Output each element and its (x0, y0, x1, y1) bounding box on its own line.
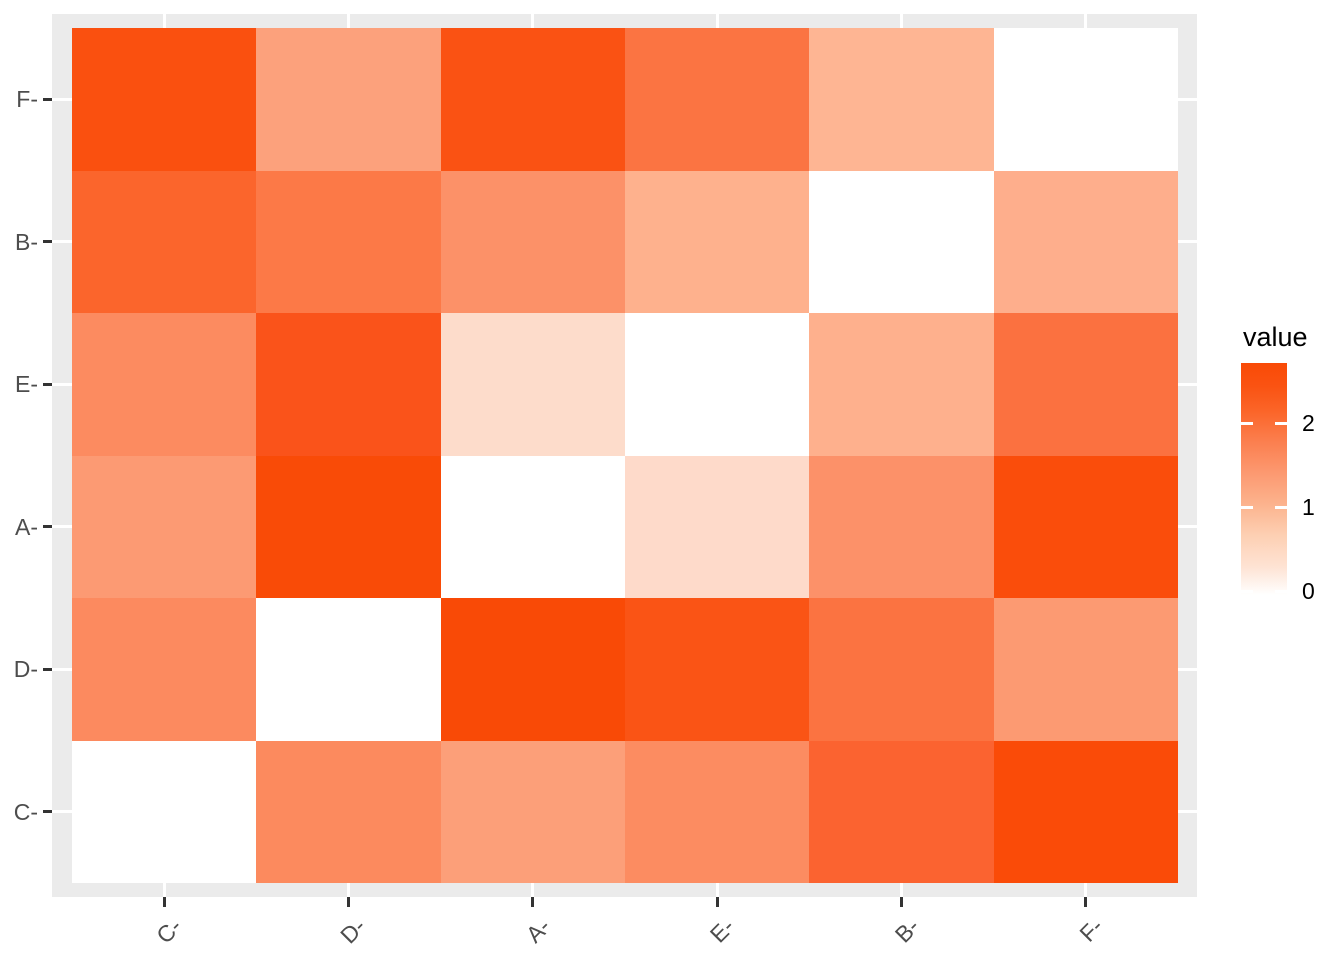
legend-tick (1241, 505, 1253, 509)
x-axis-tick (1084, 897, 1088, 907)
heatmap-cell (440, 170, 625, 313)
heatmap-cell (809, 170, 994, 313)
x-axis-tick (162, 897, 166, 907)
x-axis-label: A- (520, 913, 556, 948)
y-axis-tick (43, 382, 52, 386)
heatmap-cell (440, 313, 625, 456)
x-axis-tick (715, 897, 719, 907)
heatmap-cell (809, 598, 994, 741)
panel-gridline (1178, 810, 1197, 814)
x-axis-tick (347, 897, 350, 907)
heatmap-cell (72, 740, 257, 883)
y-axis-label: F- (16, 86, 38, 113)
panel-gridline (52, 97, 72, 101)
legend-colorbar (1241, 363, 1287, 595)
x-axis-label: D- (335, 913, 371, 949)
panel-gridline (1178, 240, 1197, 244)
x-axis-label: F- (1074, 913, 1109, 947)
legend-tick (1275, 421, 1287, 425)
legend-tick-label: 2 (1302, 410, 1315, 436)
heatmap-cell (440, 740, 625, 883)
panel-gridline (900, 14, 903, 28)
heatmap-cell (624, 455, 810, 598)
y-axis-label: C- (13, 798, 38, 825)
heatmap-cell (809, 455, 994, 598)
heatmap-cell (624, 598, 810, 741)
heatmap-cell (809, 28, 994, 171)
x-axis-tick (531, 897, 535, 907)
panel-gridline (1178, 97, 1197, 101)
panel-gridline (715, 883, 719, 897)
y-axis-label: B- (15, 228, 38, 255)
heatmap-cell (624, 740, 810, 883)
panel-gridline (162, 883, 166, 897)
panel-gridline (1084, 883, 1088, 897)
heatmap-cell (809, 313, 994, 456)
legend-tick-label: 1 (1302, 494, 1315, 520)
heatmap-cell (440, 455, 625, 598)
y-axis-label: E- (15, 371, 38, 398)
panel-gridline (52, 810, 72, 814)
panel-gridline (1178, 382, 1197, 386)
heatmap-cell (993, 740, 1178, 883)
panel-gridline (531, 14, 535, 28)
heatmap-cell (256, 313, 441, 456)
legend-tick (1241, 421, 1253, 425)
x-axis-label: B- (889, 913, 924, 948)
heatmap-cell (993, 28, 1178, 171)
heatmap-cell (72, 455, 257, 598)
y-axis-label: A- (15, 513, 38, 540)
y-axis-tick (43, 97, 52, 101)
heatmap-cell (72, 313, 257, 456)
legend-tick-label: 0 (1302, 578, 1315, 604)
legend-tick (1275, 505, 1287, 509)
panel-gridline (52, 240, 72, 244)
panel-gridline (900, 883, 903, 897)
x-axis-label: C- (151, 913, 187, 949)
heatmap-cell (993, 598, 1178, 741)
panel-gridline (52, 667, 72, 671)
panel-gridline (347, 883, 350, 897)
x-axis-label: E- (704, 913, 740, 948)
heatmap-grid (72, 28, 1178, 883)
heatmap-cell (624, 313, 810, 456)
heatmap-cell (440, 598, 625, 741)
heatmap-cell (256, 455, 441, 598)
heatmap-cell (993, 455, 1178, 598)
y-axis-tick (43, 240, 52, 244)
legend-tick (1241, 589, 1253, 593)
heatmap-cell (256, 170, 441, 313)
panel-gridline (162, 14, 166, 28)
heatmap-cell (72, 28, 257, 171)
legend-tick (1275, 589, 1287, 593)
heatmap-cell (624, 28, 810, 171)
heatmap-cell (72, 598, 257, 741)
panel-gridline (1178, 667, 1197, 671)
y-axis-tick (43, 810, 52, 814)
heatmap-cell (440, 28, 625, 171)
y-axis-label: D- (13, 656, 38, 683)
panel-gridline (715, 14, 719, 28)
y-axis-tick (43, 667, 52, 671)
panel-gridline (1178, 525, 1197, 529)
heatmap-cell (256, 740, 441, 883)
heatmap-cell (256, 28, 441, 171)
panel-gridline (531, 883, 535, 897)
panel-gridline (1084, 14, 1088, 28)
heatmap-cell (72, 170, 257, 313)
x-axis-tick (900, 897, 903, 907)
heatmap-cell (256, 598, 441, 741)
heatmap-cell (809, 740, 994, 883)
heatmap-cell (624, 170, 810, 313)
panel-gridline (347, 14, 350, 28)
legend-title: value (1243, 322, 1308, 352)
heatmap-cell (993, 170, 1178, 313)
y-axis-tick (43, 525, 52, 529)
panel-gridline (52, 525, 72, 529)
panel-gridline (52, 382, 72, 386)
heatmap-cell (993, 313, 1178, 456)
